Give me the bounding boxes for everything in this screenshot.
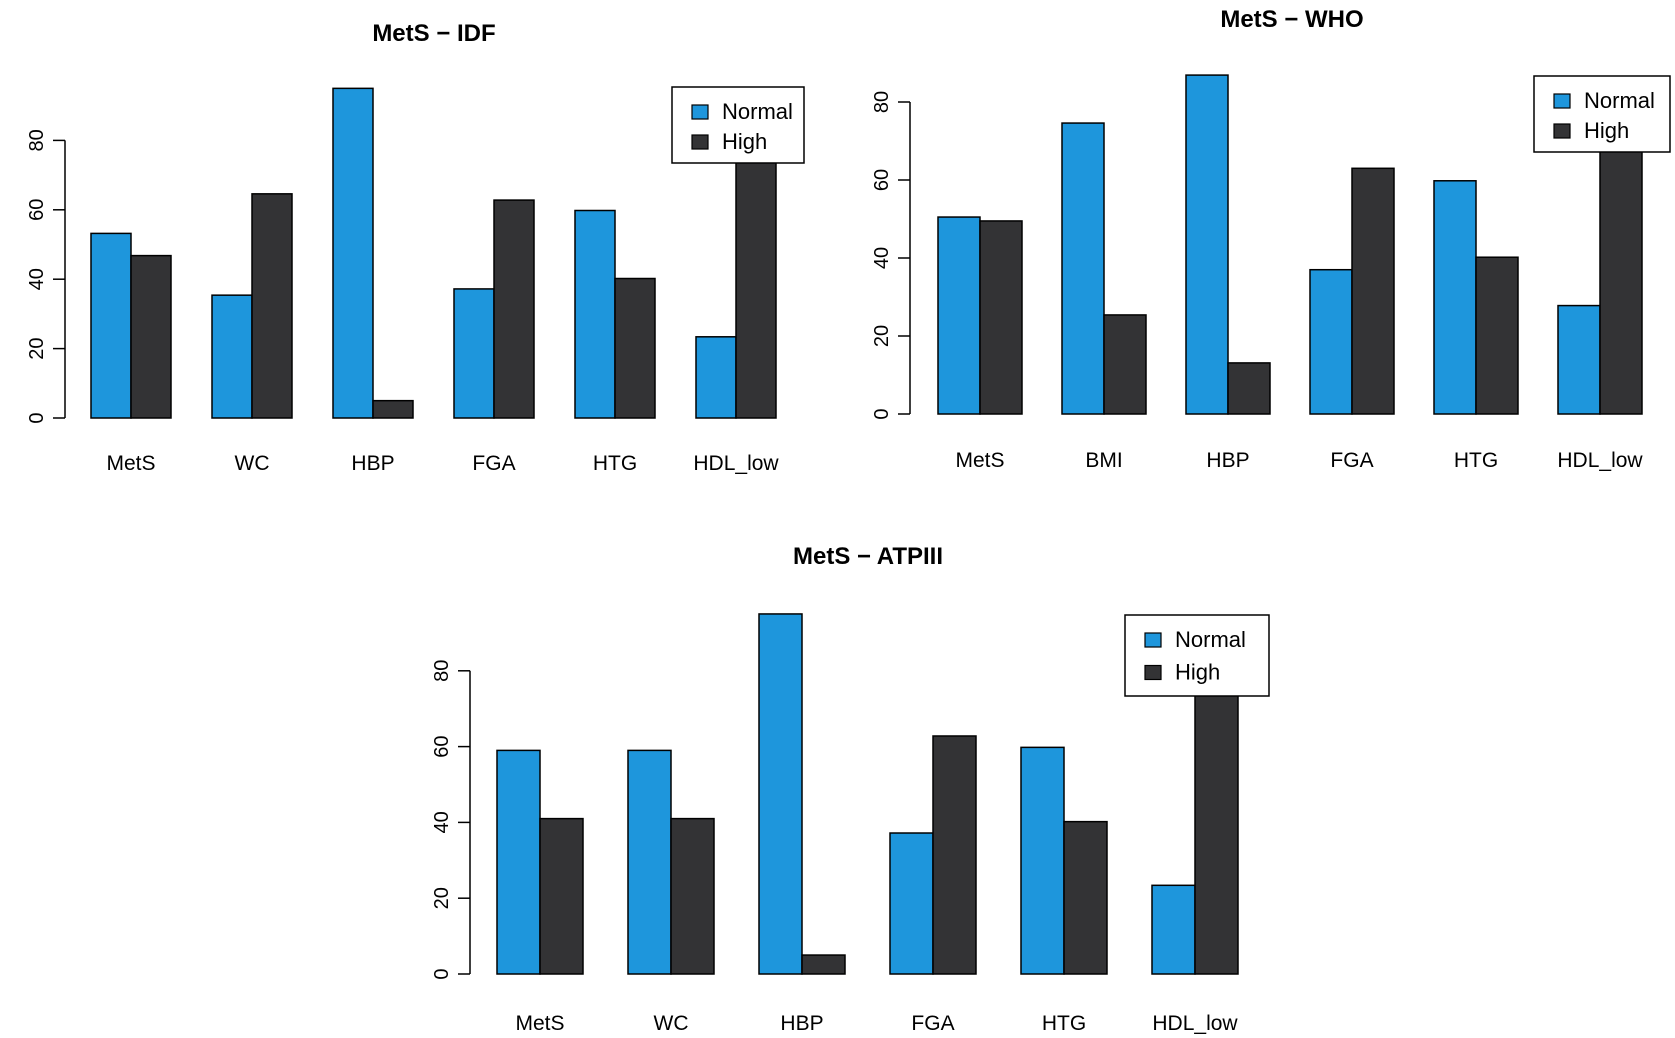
legend-label-normal: Normal <box>722 99 793 124</box>
x-category-label: HTG <box>1454 449 1498 472</box>
legend: Normal High <box>1533 75 1671 153</box>
bar-high-hdl-low <box>735 151 777 419</box>
legend-swatch-normal <box>1144 632 1162 648</box>
bar-normal-bmi <box>1061 122 1105 415</box>
bar-normal-mets <box>937 216 981 415</box>
bar-high-bmi <box>1103 314 1147 415</box>
chart-title: MetS − WHO <box>1220 6 1363 33</box>
bar-normal-htg <box>574 209 616 419</box>
legend-label-high: High <box>1175 660 1220 685</box>
legend-label-normal: Normal <box>1584 88 1655 113</box>
bar-high-hdl-low <box>1194 682 1239 975</box>
bar-normal-hbp <box>758 613 803 975</box>
y-tick-label: 40 <box>26 268 48 290</box>
legend: Normal High <box>671 86 805 164</box>
bar-normal-htg <box>1433 180 1477 415</box>
x-category-label: FGA <box>911 1012 954 1035</box>
bar-normal-wc <box>211 294 253 419</box>
x-category-label: FGA <box>472 452 515 475</box>
bar-high-wc <box>670 817 715 975</box>
bar-normal-fga <box>453 288 495 419</box>
chart-panel-2: MetS − WHO 0 20 40 60 80 MetS BMI HBP FGA HTG HDL_l… <box>871 6 1671 472</box>
x-category-label: MetS <box>955 449 1004 472</box>
x-category-label: MetS <box>106 452 155 475</box>
y-tick-label: 20 <box>26 337 48 359</box>
legend-swatch-high <box>1144 664 1162 681</box>
y-tick-label: 0 <box>26 412 48 423</box>
y-tick-label: 80 <box>431 660 453 682</box>
chart-title: MetS − ATPIII <box>793 543 943 570</box>
y-tick-label: 60 <box>871 169 893 191</box>
bar-normal-hdl-low <box>1557 304 1601 415</box>
bar-high-mets <box>979 220 1023 415</box>
y-tick-label: 40 <box>871 247 893 269</box>
x-category-label: MetS <box>515 1012 564 1035</box>
y-tick-label: 20 <box>871 325 893 347</box>
x-category-label: HBP <box>1206 449 1249 472</box>
legend: Normal High <box>1124 614 1270 697</box>
bar-high-hbp <box>372 399 414 419</box>
legend-swatch-normal <box>691 104 709 120</box>
y-tick-label: 60 <box>26 199 48 221</box>
bar-normal-hbp <box>332 87 374 419</box>
legend-box <box>671 86 805 164</box>
y-tick-label: 80 <box>871 91 893 113</box>
bar-high-htg <box>1063 820 1108 975</box>
bar-normal-mets <box>90 232 132 419</box>
legend-label-high: High <box>722 129 767 154</box>
legend-box <box>1533 75 1671 153</box>
x-category-label: HDL_low <box>1557 449 1643 472</box>
x-category-label: FGA <box>1330 449 1373 472</box>
bar-high-hdl-low <box>1599 131 1643 415</box>
bar-normal-hbp <box>1185 74 1229 415</box>
chart-title: MetS − IDF <box>372 20 495 47</box>
x-category-label: WC <box>235 452 270 475</box>
chart-panel-1: MetS − IDF 0 20 40 60 80 MetS WC HBP FGA HTG HDL_lo… <box>26 20 805 475</box>
y-tick-label: 40 <box>431 811 453 833</box>
x-category-label: HTG <box>593 452 637 475</box>
legend-swatch-high <box>691 134 709 150</box>
chart-panel-3: MetS − ATPIII 0 20 40 60 80 MetS WC HBP FGA HTG HDL… <box>431 543 1270 1035</box>
x-category-label: HTG <box>1042 1012 1086 1035</box>
y-tick-label: 0 <box>871 408 893 419</box>
bar-high-fga <box>932 735 977 975</box>
bar-high-htg <box>614 277 656 419</box>
bar-high-fga <box>493 199 535 419</box>
x-category-label: HDL_low <box>1152 1012 1238 1035</box>
x-category-label: WC <box>654 1012 689 1035</box>
y-tick-label: 20 <box>431 887 453 909</box>
bar-high-wc <box>251 193 293 419</box>
legend-label-high: High <box>1584 118 1629 143</box>
legend-box <box>1124 614 1270 697</box>
bar-normal-fga <box>1309 268 1353 415</box>
bar-high-mets <box>130 254 172 419</box>
bar-normal-hdl-low <box>1151 884 1196 975</box>
bar-normal-hdl-low <box>695 336 737 419</box>
legend-swatch-high <box>1553 123 1571 139</box>
bar-normal-htg <box>1020 746 1065 975</box>
x-category-label: HBP <box>351 452 394 475</box>
bar-normal-mets <box>496 749 541 975</box>
legend-label-normal: Normal <box>1175 627 1246 652</box>
y-tick-label: 60 <box>431 735 453 757</box>
y-tick-label: 80 <box>26 129 48 151</box>
x-category-label: HBP <box>780 1012 823 1035</box>
bar-high-fga <box>1351 167 1395 415</box>
x-category-label: BMI <box>1085 449 1122 472</box>
bar-high-hbp <box>1227 362 1271 415</box>
y-tick-label: 0 <box>431 968 453 979</box>
bar-high-mets <box>539 817 584 975</box>
x-category-label: HDL_low <box>693 452 779 475</box>
bar-high-htg <box>1475 256 1519 415</box>
legend-swatch-normal <box>1553 93 1571 109</box>
bar-high-hbp <box>801 954 846 975</box>
bar-normal-wc <box>627 749 672 975</box>
bar-normal-fga <box>889 832 934 975</box>
